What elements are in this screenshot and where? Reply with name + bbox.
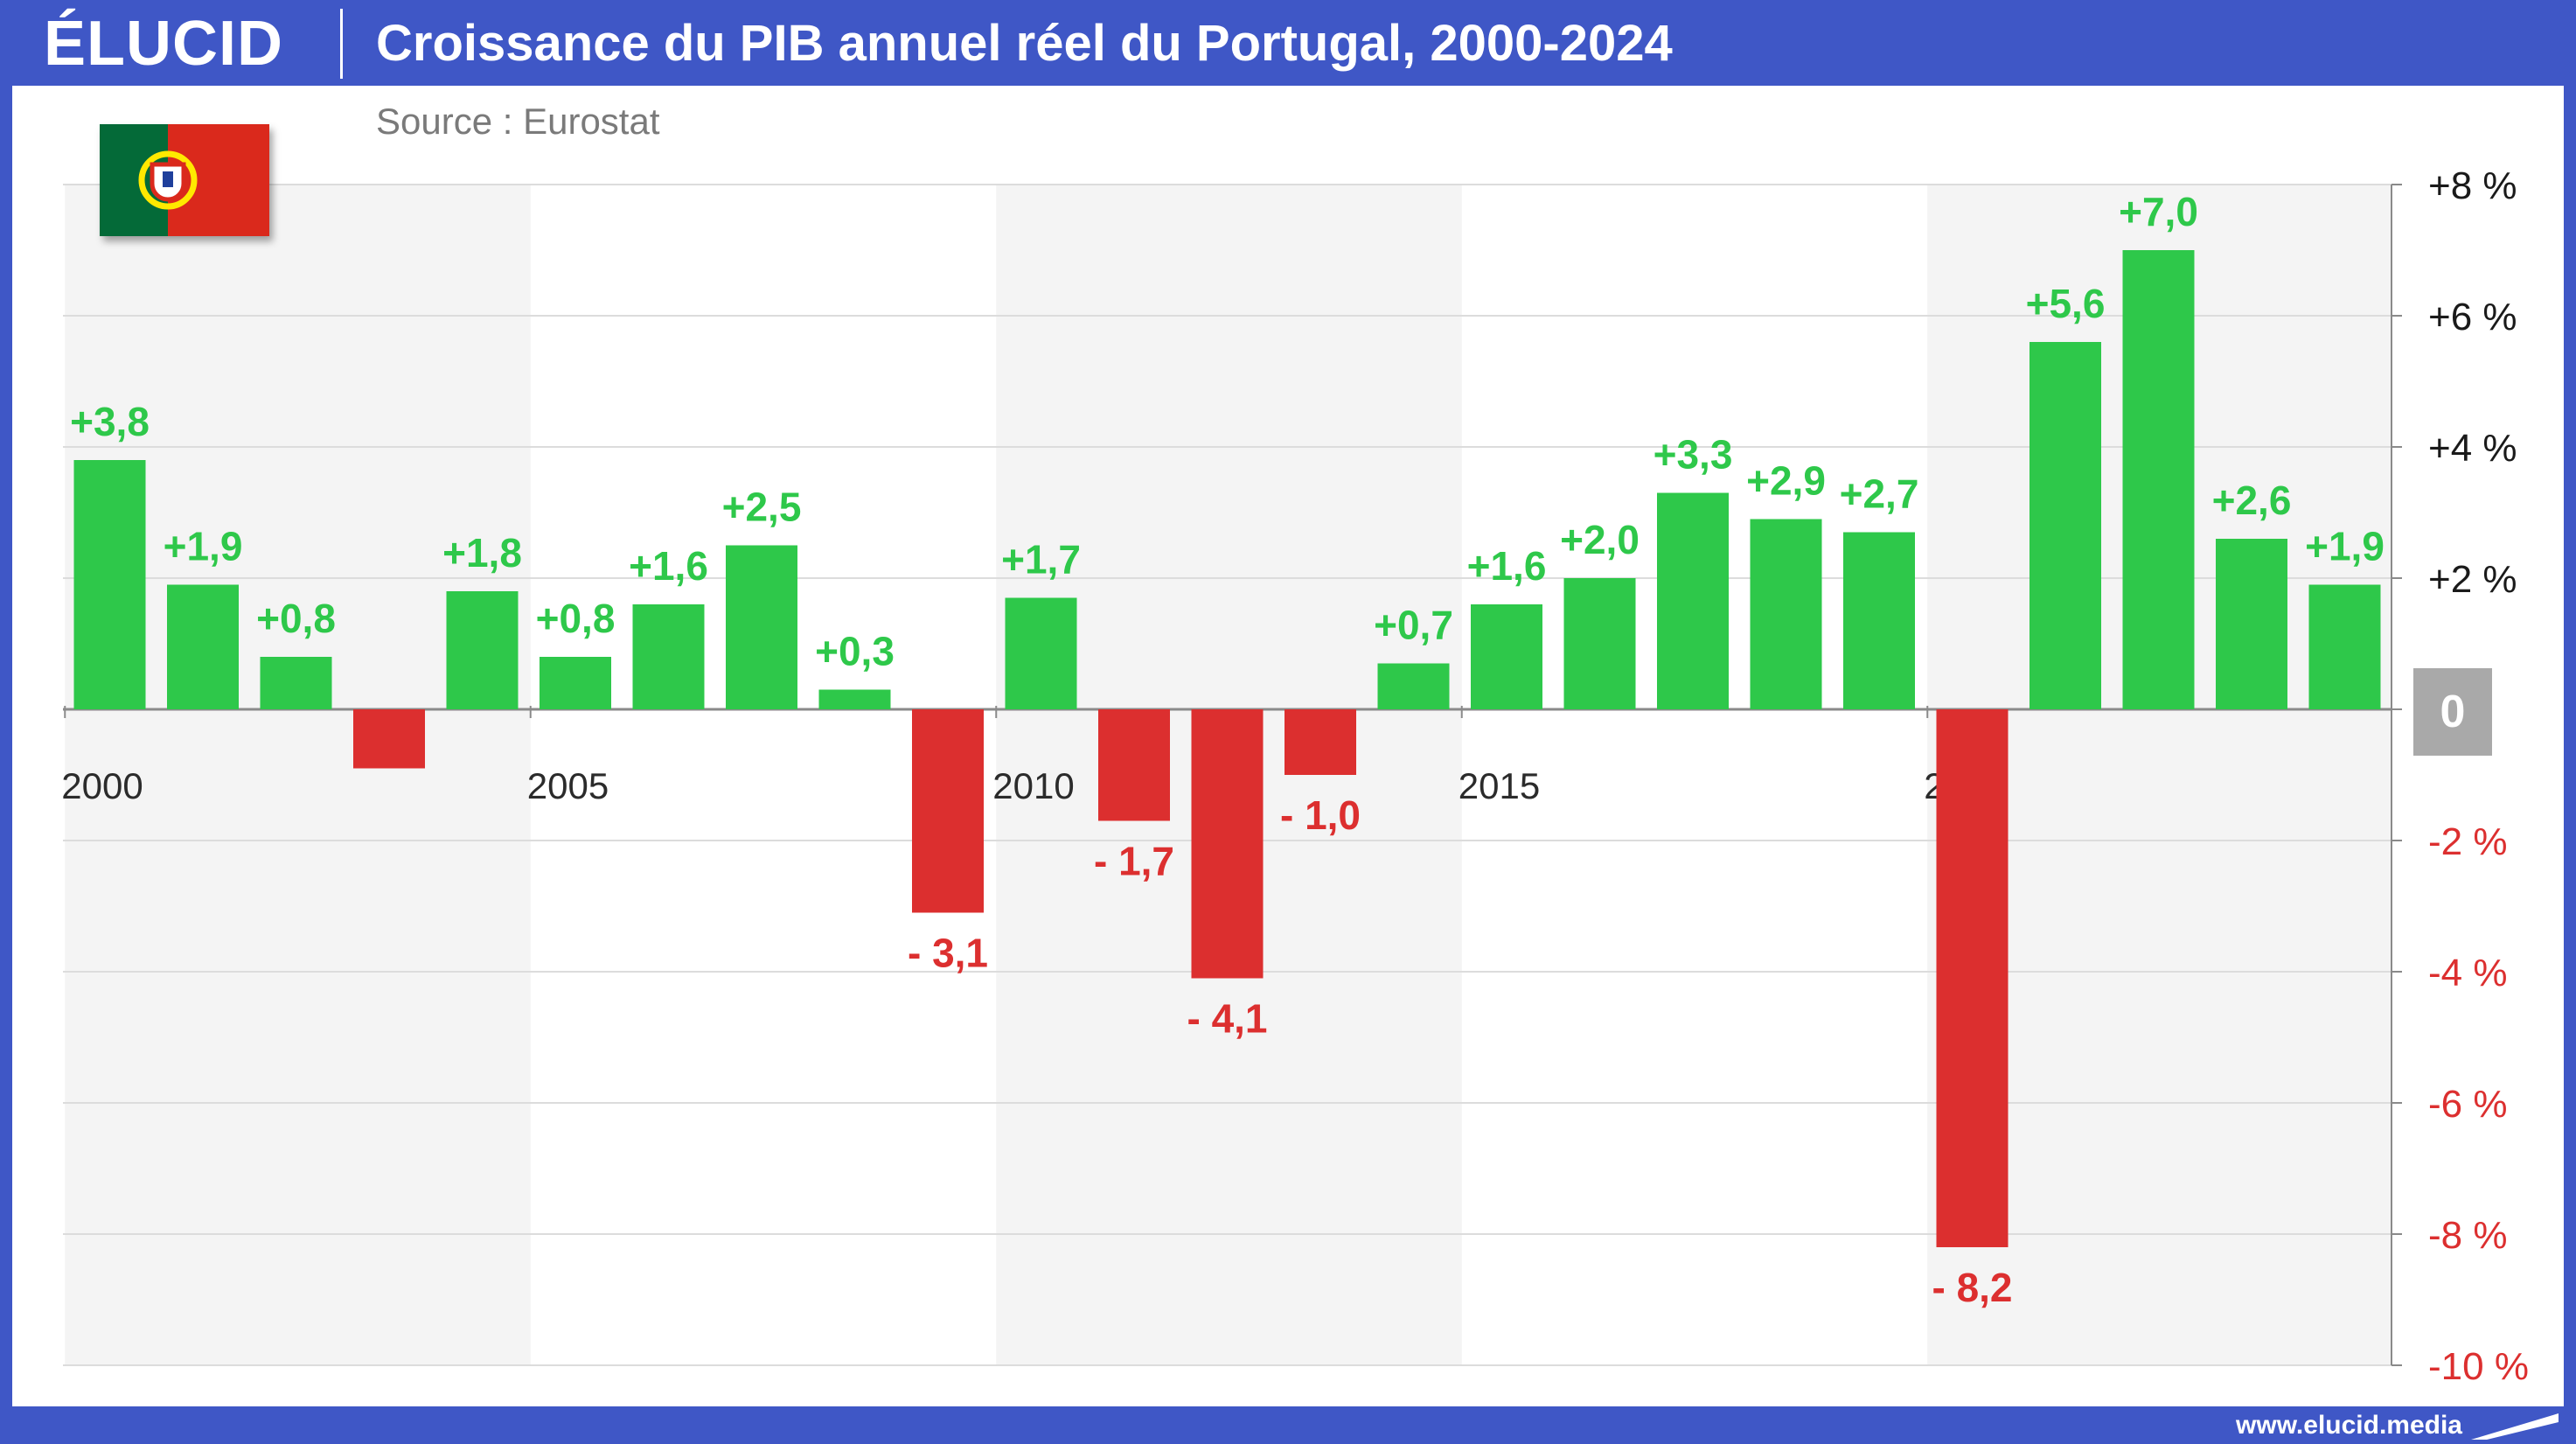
data-label: +1,9	[164, 524, 243, 569]
data-label: +1,8	[442, 530, 522, 576]
data-label: +2,9	[1746, 458, 1826, 504]
bar	[167, 584, 239, 709]
data-label: +1,7	[1001, 537, 1081, 582]
data-label: +2,0	[1560, 517, 1640, 562]
bar	[1750, 519, 1822, 709]
data-label: +1,9	[2305, 524, 2385, 569]
data-label: +2,6	[2212, 478, 2292, 523]
data-label: +7,0	[2119, 189, 2198, 234]
y-tick-label: -8 %	[2428, 1214, 2507, 1257]
x-tick-label: 2005	[527, 765, 609, 806]
source-note: Source : Eurostat	[376, 101, 660, 142]
data-label: +1,6	[629, 543, 708, 589]
bar	[726, 545, 797, 709]
y-tick-label: -10 %	[2428, 1345, 2529, 1388]
y-tick-label: 0	[2440, 687, 2466, 737]
y-tick-label: -6 %	[2428, 1083, 2507, 1126]
brand-mark-icon	[2471, 1413, 2559, 1440]
background-band	[65, 185, 531, 1365]
data-label: +0,8	[256, 596, 336, 641]
bar	[1005, 597, 1077, 709]
bar	[2029, 342, 2101, 709]
data-label: - 4,1	[1187, 996, 1267, 1042]
data-label: +0,8	[536, 596, 616, 641]
bar	[1191, 709, 1264, 979]
header-bar: ÉLUCID Croissance du PIB annuel réel du …	[0, 0, 2576, 86]
y-tick-label: +6 %	[2428, 296, 2517, 338]
data-label: +2,5	[722, 485, 802, 530]
data-label: - 1,7	[1094, 839, 1174, 884]
data-labels: +3,8 +1,9 +0,8 +1,8 +0,8 +1,6 +2,5 +0,3 - 3,1 +1,…	[70, 189, 2385, 1310]
data-label: +2,7	[1840, 471, 1919, 517]
bar	[1843, 532, 1915, 709]
bar	[2122, 250, 2195, 709]
bar	[1098, 709, 1170, 821]
bar	[2308, 584, 2381, 709]
data-label: - 3,1	[908, 931, 988, 976]
bar	[1563, 578, 1636, 709]
footer-bar: www.elucid.media	[0, 1406, 2576, 1444]
bar	[1657, 492, 1729, 709]
bar	[2216, 539, 2287, 709]
bar	[632, 604, 705, 709]
y-tick-label: +4 %	[2428, 427, 2517, 470]
bar	[73, 460, 146, 709]
y-tick-label: -4 %	[2428, 952, 2507, 994]
y-axis-labels: +8 % +6 % +4 % +2 % 0 -2 % -4 % -6 % -8 % -10 %	[2413, 164, 2529, 1388]
y-tick-label: +8 %	[2428, 164, 2517, 207]
bar	[818, 689, 891, 709]
data-label: +0,7	[1374, 603, 1453, 648]
data-label: +3,8	[70, 399, 150, 444]
y-tick-label: +2 %	[2428, 558, 2517, 601]
x-tick-label: 2000	[61, 765, 143, 806]
data-label: +5,6	[2026, 281, 2106, 326]
bar	[912, 709, 984, 913]
bar	[1471, 604, 1542, 709]
data-label: +0,3	[815, 629, 895, 674]
bar	[1285, 709, 1356, 775]
portugal-flag-icon	[100, 124, 269, 236]
footer-url[interactable]: www.elucid.media	[2236, 1411, 2462, 1440]
header-divider	[340, 9, 343, 79]
zero-badge	[2413, 668, 2492, 756]
bar	[540, 657, 611, 709]
data-label: +1,6	[1467, 543, 1547, 589]
bar	[1377, 663, 1450, 709]
bar	[1936, 709, 2009, 1247]
data-label: +3,3	[1654, 432, 1733, 478]
bar	[446, 591, 519, 709]
bar	[260, 657, 332, 709]
y-tick-label: -2 %	[2428, 820, 2507, 863]
bars	[73, 250, 2381, 1247]
data-label: - 8,2	[1932, 1265, 2012, 1310]
x-tick-label: 2015	[1459, 765, 1540, 806]
chart-title: Croissance du PIB annuel réel du Portuga…	[376, 15, 1673, 72]
bar	[353, 709, 425, 769]
brand-logo[interactable]: ÉLUCID	[44, 9, 283, 79]
data-label: - 1,0	[1280, 792, 1361, 838]
x-tick-label: 2010	[992, 765, 1074, 806]
